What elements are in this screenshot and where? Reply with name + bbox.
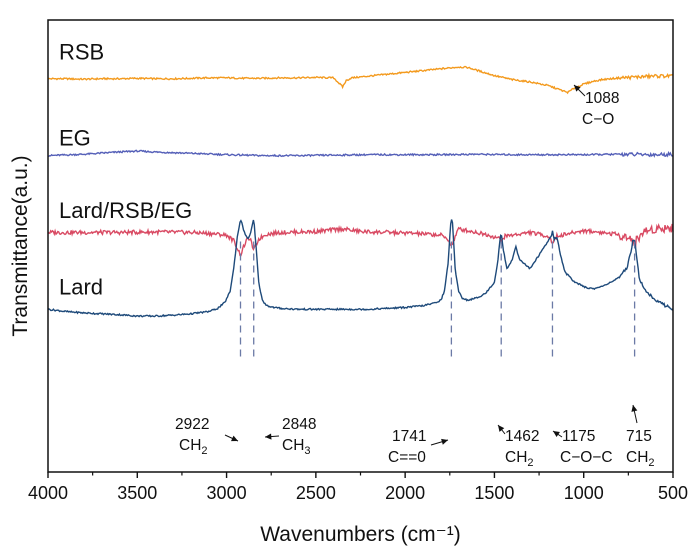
x-tick-label-3000: 3000 <box>207 483 247 503</box>
peak-label-2922: 2922 <box>175 416 209 433</box>
x-tick-label-2500: 2500 <box>296 483 336 503</box>
peak-group-subscript-2848: 3 <box>304 445 310 457</box>
x-tick-label-4000: 4000 <box>28 483 68 503</box>
x-tick-label-3500: 3500 <box>117 483 157 503</box>
annotation-arrowhead-2848 <box>265 433 272 440</box>
peak-group-text-1462: CH <box>505 449 527 466</box>
x-tick-label-500: 500 <box>658 483 688 503</box>
peak-group-label-1741: C==0 <box>388 449 426 466</box>
series-line-eg <box>47 149 674 158</box>
annotation-arrowhead-715 <box>631 405 638 412</box>
series-line-rsb <box>47 65 674 95</box>
series-label-eg: EG <box>59 126 91 151</box>
y-axis-title: Transmittance(a.u.) <box>9 155 32 336</box>
annotation-arrowhead-1462 <box>498 425 505 432</box>
peak-group-subscript-2922: 2 <box>201 445 207 457</box>
x-axis-title: Wavenumbers (cm⁻¹) <box>260 523 461 546</box>
peak-label-2848: 2848 <box>282 416 316 433</box>
peak-annotations-layer: 1088C−O2922CH22848CH31741C==01462CH21175… <box>175 84 655 469</box>
peak-group-text-715: CH <box>626 449 648 466</box>
peak-group-label-1462: CH2 <box>505 449 534 469</box>
peak-group-subscript-715: 2 <box>648 457 654 469</box>
peak-group-text-2848: CH <box>282 437 304 454</box>
annotation-arrowhead-2922 <box>231 435 238 442</box>
series-label-lard: Lard <box>59 275 103 300</box>
x-tick-label-2000: 2000 <box>385 483 425 503</box>
peak-group-text-1175: C−O−C <box>560 449 613 466</box>
series-label-rsb: RSB <box>59 40 104 65</box>
peak-group-label-1088: C−O <box>582 111 614 128</box>
x-tick-label-1500: 1500 <box>474 483 514 503</box>
peak-label-1175: 1175 <box>562 428 595 445</box>
series-label-lard-rsb-eg: Lard/RSB/EG <box>59 198 192 223</box>
peak-label-1088: 1088 <box>585 90 619 107</box>
series-line-lard-rsb-eg <box>47 223 674 257</box>
peak-label-1741: 1741 <box>392 428 426 445</box>
annotation-arrowhead-1741 <box>441 438 448 445</box>
peak-label-715: 715 <box>626 428 652 445</box>
x-tick-label-1000: 1000 <box>564 483 604 503</box>
peak-group-label-2922: CH2 <box>179 437 208 457</box>
peak-group-label-2848: CH3 <box>282 437 311 457</box>
annotation-arrowhead-1175 <box>553 431 560 438</box>
peak-group-text-2922: CH <box>179 437 201 454</box>
peak-label-1462: 1462 <box>505 428 539 445</box>
peak-group-label-1175: C−O−C <box>560 449 613 466</box>
series-labels-layer: RSB EG Lard/RSB/EG Lard <box>59 40 192 300</box>
series-line-lard <box>47 219 674 318</box>
peak-group-text-1741: C==0 <box>388 449 426 466</box>
peak-group-label-715: CH2 <box>626 449 655 469</box>
x-ticks-layer: 4000 3500 3000 2500 2000 1500 1000 500 <box>28 472 688 503</box>
peak-lines-layer <box>239 241 636 359</box>
series-layer <box>47 65 674 318</box>
annotation-arrowhead-1088 <box>574 85 581 92</box>
peak-group-text-1088: C−O <box>582 111 614 128</box>
peak-group-subscript-1462: 2 <box>527 457 533 469</box>
